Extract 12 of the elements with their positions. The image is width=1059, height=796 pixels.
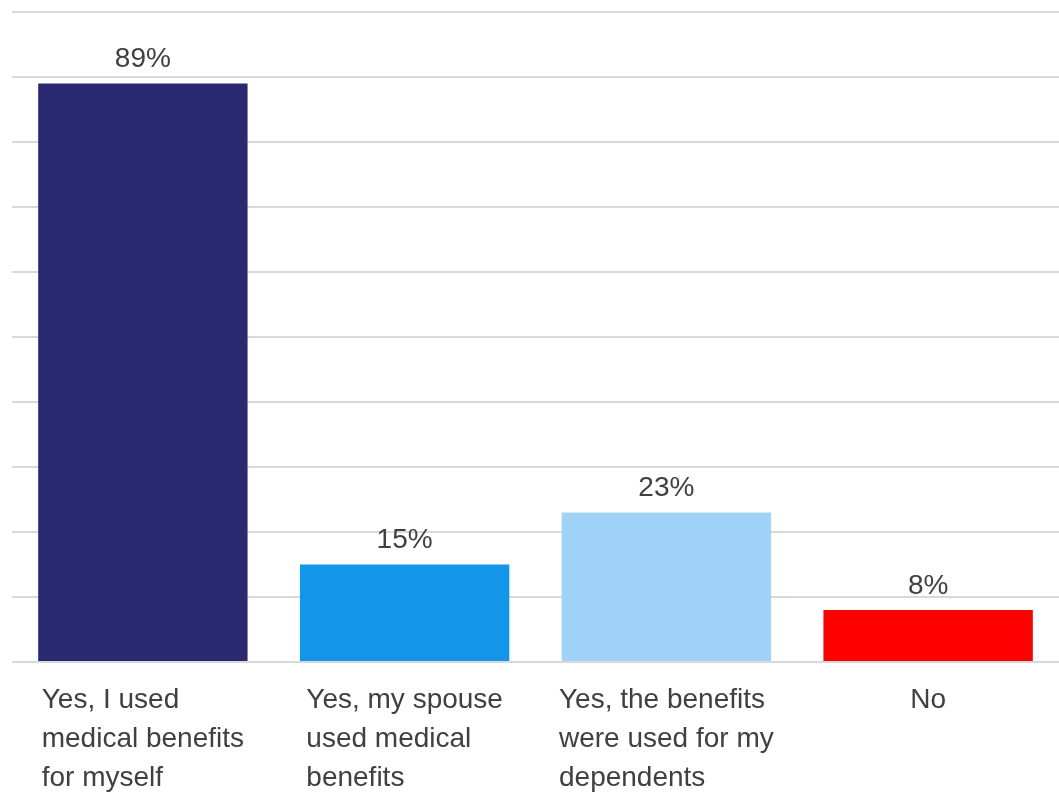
data-label: 23% <box>638 471 695 503</box>
data-label: 15% <box>376 523 433 555</box>
data-label: 8% <box>907 568 949 600</box>
x-tick-label: No <box>910 682 947 714</box>
bar <box>38 83 248 661</box>
x-tick-label: Yes, I used medical benefits for myself <box>41 682 245 792</box>
bar <box>823 610 1033 661</box>
x-tick-label: Yes, my spouse used medical benefits <box>306 682 503 792</box>
data-label: 89% <box>114 42 171 74</box>
x-tick-label: Yes, the benefits were used for my dependents <box>558 682 774 792</box>
bar <box>299 564 510 661</box>
bar <box>561 512 772 661</box>
